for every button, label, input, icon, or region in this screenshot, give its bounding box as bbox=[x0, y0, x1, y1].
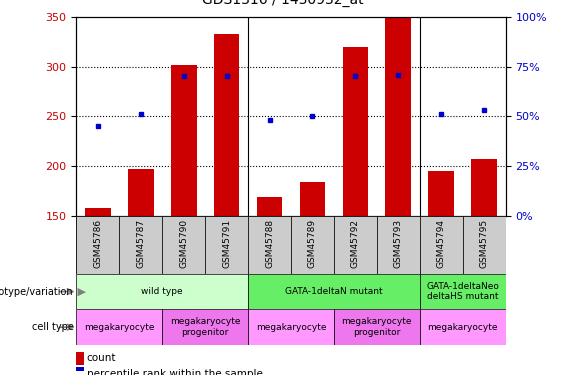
Bar bbox=[128, 169, 154, 216]
Bar bbox=[162, 216, 205, 274]
Bar bbox=[162, 309, 248, 345]
Bar bbox=[119, 216, 162, 274]
Text: GSM45795: GSM45795 bbox=[480, 219, 489, 268]
Text: GATA-1deltaN mutant: GATA-1deltaN mutant bbox=[285, 287, 383, 296]
Text: wild type: wild type bbox=[141, 287, 183, 296]
Bar bbox=[76, 274, 248, 309]
Bar bbox=[76, 352, 84, 364]
Text: GATA-1deltaNeo
deltaHS mutant: GATA-1deltaNeo deltaHS mutant bbox=[427, 282, 499, 301]
Text: GSM45792: GSM45792 bbox=[351, 219, 360, 267]
Bar bbox=[171, 64, 197, 216]
Bar bbox=[257, 197, 282, 216]
Text: genotype/variation: genotype/variation bbox=[0, 286, 73, 297]
Text: GSM45793: GSM45793 bbox=[394, 219, 403, 268]
Bar bbox=[377, 216, 420, 274]
Bar bbox=[342, 47, 368, 216]
Bar bbox=[85, 208, 111, 216]
Text: cell type: cell type bbox=[32, 322, 73, 332]
Text: megakaryocyte
progenitor: megakaryocyte progenitor bbox=[342, 318, 412, 337]
Bar bbox=[334, 309, 420, 345]
Bar bbox=[291, 216, 334, 274]
Bar bbox=[76, 309, 162, 345]
Text: megakaryocyte: megakaryocyte bbox=[428, 322, 498, 332]
Bar bbox=[334, 216, 377, 274]
Bar bbox=[76, 216, 119, 274]
Bar bbox=[420, 274, 506, 309]
Bar bbox=[463, 216, 506, 274]
Text: GSM45787: GSM45787 bbox=[136, 219, 145, 268]
Bar bbox=[248, 216, 291, 274]
Bar bbox=[76, 368, 84, 375]
Text: GSM45789: GSM45789 bbox=[308, 219, 317, 268]
Text: count: count bbox=[86, 353, 116, 363]
Bar bbox=[248, 309, 334, 345]
Bar bbox=[420, 309, 506, 345]
Text: GDS1316 / 1430932_at: GDS1316 / 1430932_at bbox=[202, 0, 363, 8]
Bar bbox=[385, 17, 411, 216]
Text: megakaryocyte: megakaryocyte bbox=[84, 322, 154, 332]
Bar bbox=[299, 182, 325, 216]
Text: ▶: ▶ bbox=[74, 286, 86, 297]
Text: megakaryocyte: megakaryocyte bbox=[256, 322, 326, 332]
Bar bbox=[428, 171, 454, 216]
Bar bbox=[248, 274, 420, 309]
Text: GSM45790: GSM45790 bbox=[179, 219, 188, 268]
Text: GSM45794: GSM45794 bbox=[437, 219, 446, 267]
Bar bbox=[420, 216, 463, 274]
Text: GSM45786: GSM45786 bbox=[93, 219, 102, 268]
Bar bbox=[471, 159, 497, 216]
Text: percentile rank within the sample: percentile rank within the sample bbox=[86, 369, 263, 375]
Bar bbox=[205, 216, 248, 274]
Bar bbox=[76, 216, 506, 274]
Text: megakaryocyte
progenitor: megakaryocyte progenitor bbox=[170, 318, 240, 337]
Text: GSM45788: GSM45788 bbox=[265, 219, 274, 268]
Text: GSM45791: GSM45791 bbox=[222, 219, 231, 268]
Bar bbox=[214, 34, 240, 216]
